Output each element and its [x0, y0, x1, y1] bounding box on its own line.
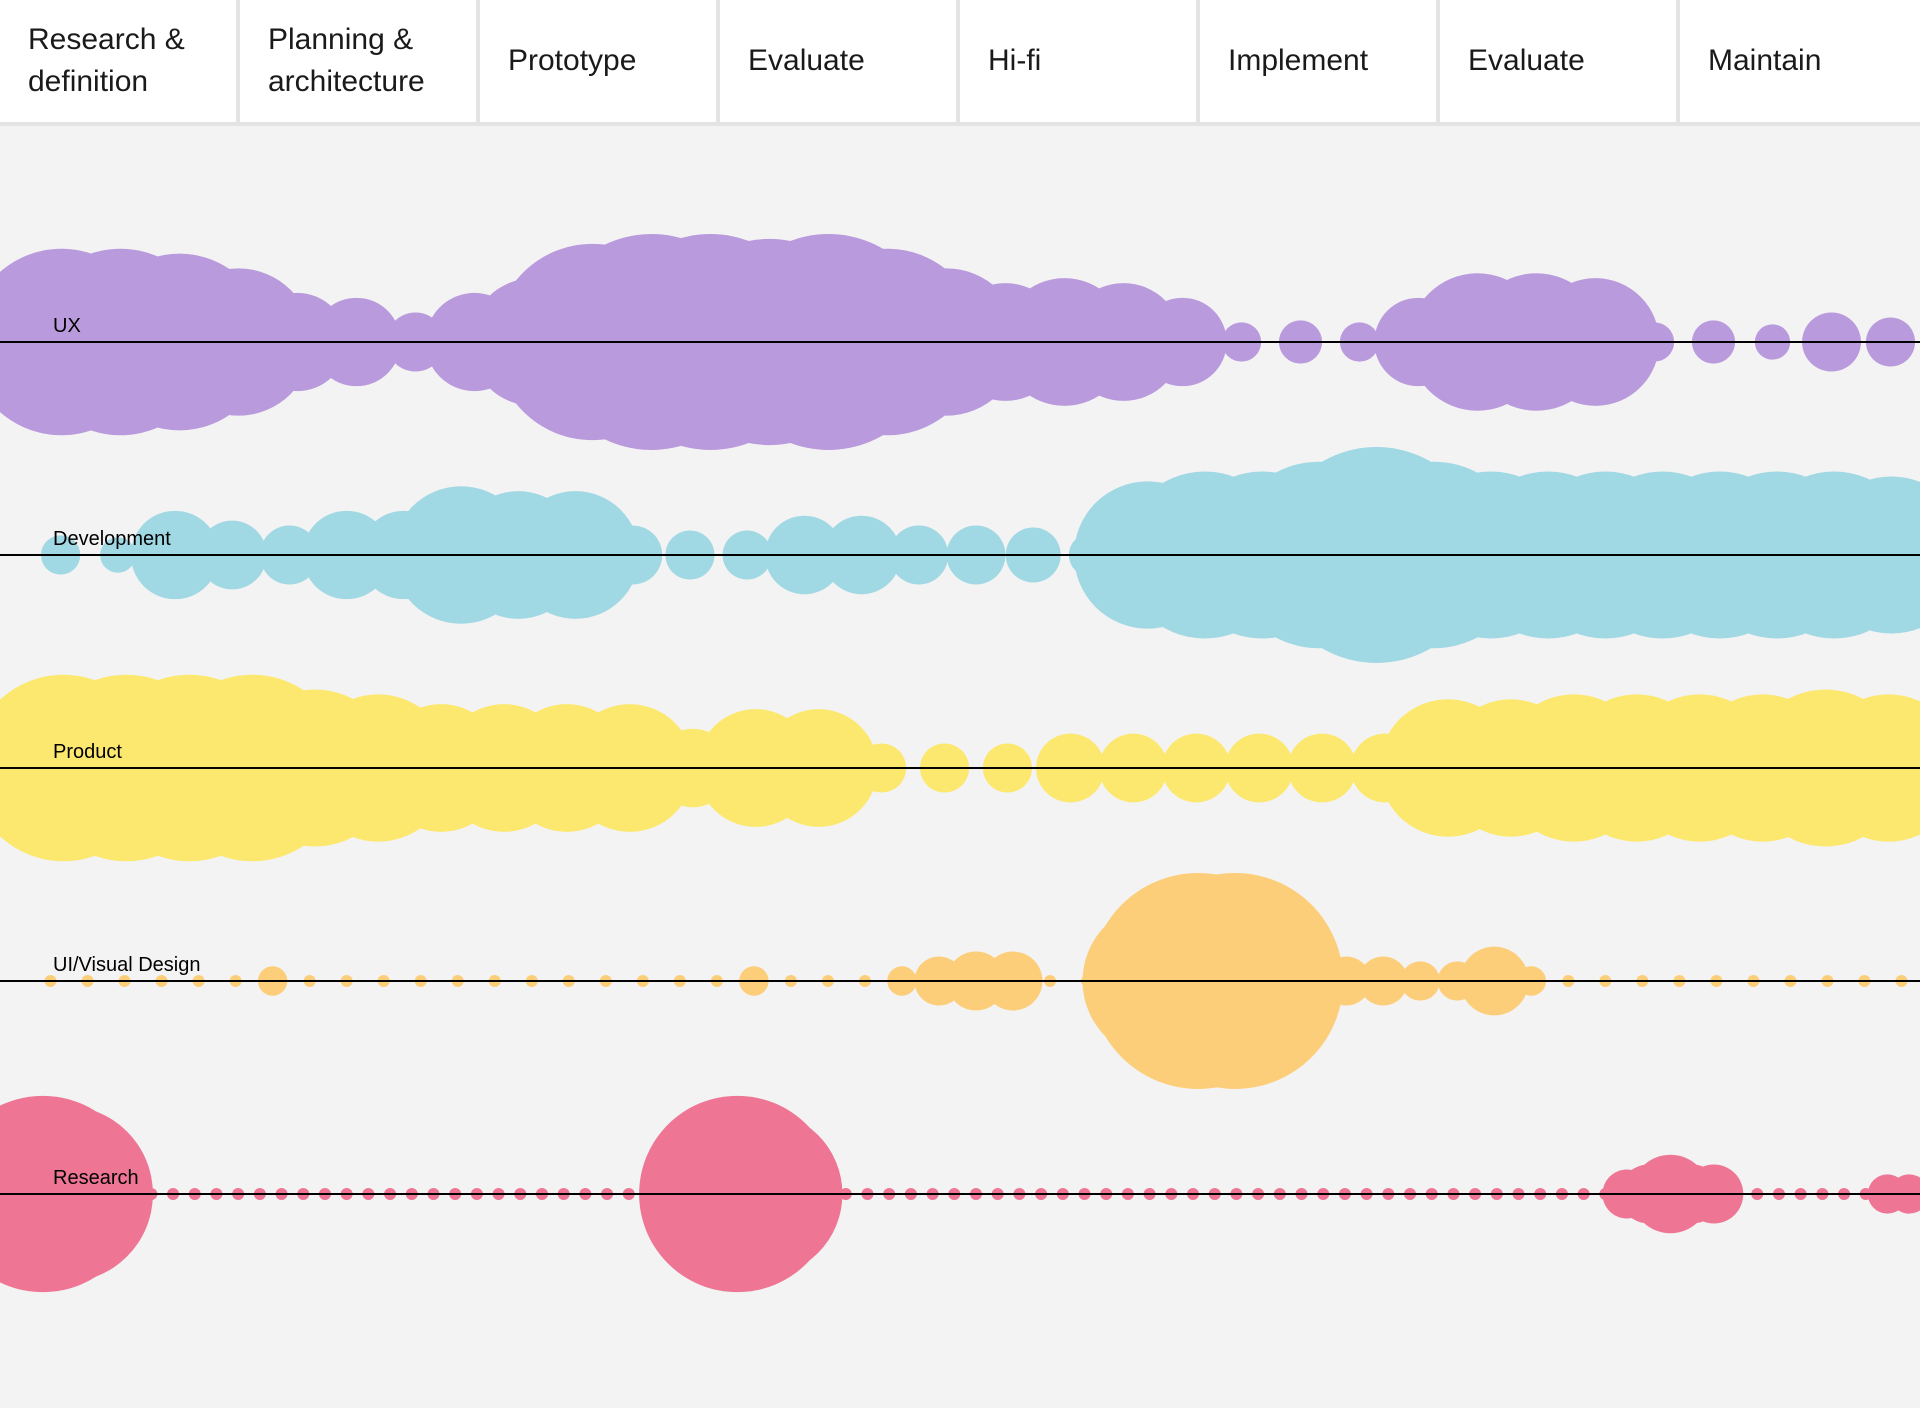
- lane-label: UI/Visual Design: [53, 954, 200, 976]
- lane-label: UX: [53, 315, 81, 337]
- lane-label: Development: [53, 528, 171, 550]
- phase-column-3: Prototype: [480, 0, 720, 122]
- swimlane-diagram: UX Development Product UI/Visual Design Rese…: [0, 234, 1920, 1293]
- lane-label: Research: [53, 1167, 139, 1189]
- phase-column-1: Research & definition: [0, 0, 240, 122]
- phase-column-2: Planning & architecture: [240, 0, 480, 122]
- phase-header: Research & definition Planning & architec…: [0, 0, 1920, 126]
- phase-column-6: Implement: [1200, 0, 1440, 122]
- phase-column-8: Maintain: [1708, 44, 1822, 77]
- phase-column-5: Hi-fi: [960, 0, 1200, 122]
- phase-column-7: Evaluate: [1440, 0, 1680, 122]
- lane-product: [0, 674, 1920, 862]
- lane-research: [0, 1095, 1920, 1293]
- lane-label: Product: [53, 741, 122, 763]
- phase-column-4: Evaluate: [720, 0, 960, 122]
